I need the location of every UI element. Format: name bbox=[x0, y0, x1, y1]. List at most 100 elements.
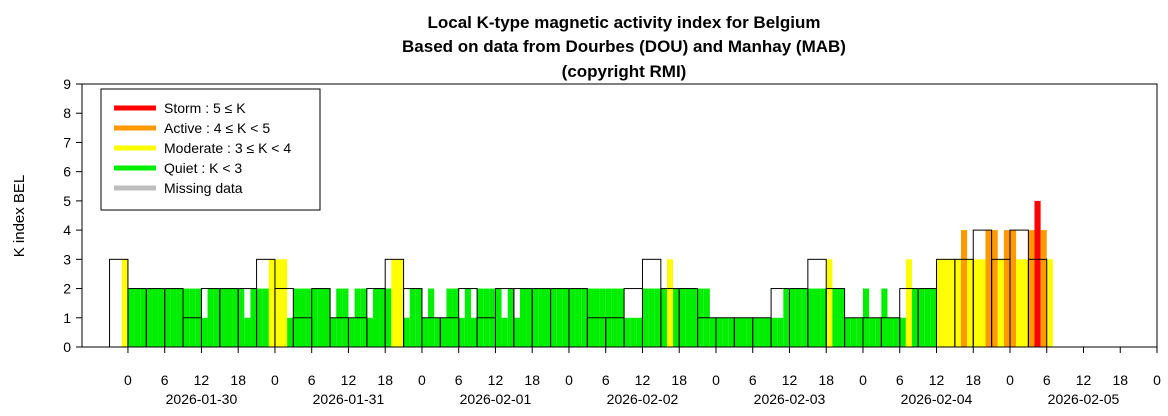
k-bar-1h bbox=[372, 288, 380, 347]
k-bar-1h bbox=[838, 288, 845, 347]
k-bar-1h bbox=[930, 288, 937, 347]
k-bar-1h bbox=[134, 288, 141, 347]
k-bar-1h bbox=[985, 230, 992, 347]
k-bar-1h bbox=[201, 317, 208, 347]
k-bar-1h bbox=[556, 288, 563, 347]
k-bar-1h bbox=[391, 259, 398, 347]
k-bar-1h bbox=[440, 317, 447, 347]
k-bar-1h bbox=[287, 317, 294, 347]
k-bar-1h bbox=[507, 288, 514, 347]
k-bar-1h bbox=[519, 288, 527, 347]
legend-label: Storm : 5 ≤ K bbox=[164, 100, 246, 116]
k-bar-1h bbox=[924, 288, 931, 347]
k-bar-1h bbox=[268, 259, 275, 347]
x-tick-label: 18 bbox=[671, 372, 687, 388]
y-tick-label: 6 bbox=[63, 164, 71, 180]
k-bar-1h bbox=[911, 288, 919, 347]
x-tick-label: 12 bbox=[929, 372, 945, 388]
k-bar-1h bbox=[813, 288, 821, 347]
legend-label: Active : 4 ≤ K < 5 bbox=[164, 120, 270, 136]
k-bar-1h bbox=[385, 288, 392, 347]
k-bar-1h bbox=[1022, 259, 1029, 347]
k-bar-1h bbox=[801, 288, 808, 347]
k-bar-1h bbox=[323, 288, 331, 347]
k-bar-1h bbox=[238, 288, 245, 347]
k-bar-1h bbox=[311, 288, 318, 347]
k-bar-1h bbox=[146, 288, 153, 347]
k-bar-1h bbox=[256, 288, 263, 347]
k-bar-1h bbox=[850, 317, 857, 347]
x-date-label: 2026-02-04 bbox=[901, 391, 973, 407]
k-bar-1h bbox=[624, 317, 631, 347]
k-bar-1h bbox=[213, 288, 220, 347]
k-bar-1h bbox=[550, 288, 557, 347]
x-date-label: 2026-02-02 bbox=[607, 391, 679, 407]
chart-title-line-3: (copyright RMI) bbox=[562, 62, 687, 81]
k-bar-1h bbox=[562, 288, 569, 347]
k-bar-1h bbox=[330, 317, 337, 347]
k-bar-1h bbox=[893, 317, 900, 347]
x-tick-label: 0 bbox=[565, 372, 573, 388]
k-bar-1h bbox=[1009, 230, 1017, 347]
k-bar-1h bbox=[746, 317, 753, 347]
k-bar-1h bbox=[740, 317, 747, 347]
k-bar-1h bbox=[526, 288, 533, 347]
k-bar-1h bbox=[501, 317, 508, 347]
k-bar-1h bbox=[795, 288, 802, 347]
x-tick-label: 12 bbox=[782, 372, 798, 388]
k-bar-1h bbox=[262, 288, 269, 347]
k-bar-1h bbox=[127, 288, 135, 347]
x-tick-label: 18 bbox=[524, 372, 540, 388]
x-tick-label: 18 bbox=[965, 372, 981, 388]
k-bar-1h bbox=[403, 317, 410, 347]
k-bar-1h bbox=[121, 259, 128, 347]
x-tick-label: 6 bbox=[602, 372, 610, 388]
x-date-label: 2026-02-01 bbox=[460, 391, 532, 407]
x-date-label: 2026-02-03 bbox=[754, 391, 826, 407]
k-bar-1h bbox=[942, 259, 949, 347]
k-bar-1h bbox=[722, 317, 729, 347]
k-bar-1h bbox=[691, 288, 698, 347]
x-tick-label: 12 bbox=[1076, 372, 1092, 388]
k-bar-1h bbox=[1016, 259, 1023, 347]
k-bar-1h bbox=[366, 317, 373, 347]
k-bar-1h bbox=[673, 288, 680, 347]
k-bar-1h bbox=[281, 259, 288, 347]
x-tick-label: 12 bbox=[635, 372, 651, 388]
x-tick-label: 6 bbox=[161, 372, 169, 388]
k-bar-1h bbox=[244, 317, 251, 347]
k-bar-1h bbox=[415, 288, 422, 347]
k-bar-1h bbox=[225, 288, 233, 347]
x-date-label: 2026-02-05 bbox=[1048, 391, 1120, 407]
x-tick-label: 6 bbox=[1043, 372, 1051, 388]
legend: Storm : 5 ≤ K Active : 4 ≤ K < 5 Moderate … bbox=[100, 88, 321, 211]
k-bar-1h bbox=[826, 259, 833, 347]
k-bar-1h bbox=[807, 288, 814, 347]
y-tick-label: 5 bbox=[63, 193, 71, 209]
legend-label: Missing data bbox=[164, 180, 243, 196]
x-tick-label: 0 bbox=[859, 372, 867, 388]
x-tick-label: 0 bbox=[712, 372, 720, 388]
k-bar-1h bbox=[820, 288, 827, 347]
k-bar-1h bbox=[207, 288, 214, 347]
y-tick-label: 7 bbox=[63, 134, 71, 150]
k-bar-1h bbox=[176, 288, 184, 347]
k-bar-1h bbox=[274, 259, 282, 347]
x-tick-label: 0 bbox=[1006, 372, 1014, 388]
y-tick-label: 8 bbox=[63, 105, 71, 121]
k-bar-1h bbox=[532, 288, 539, 347]
x-tick-label: 12 bbox=[194, 372, 210, 388]
x-tick-label: 12 bbox=[341, 372, 357, 388]
k-bar-1h bbox=[771, 317, 778, 347]
k-bar-1h bbox=[434, 317, 441, 347]
x-tick-label: 6 bbox=[749, 372, 757, 388]
k-bar-1h bbox=[642, 288, 649, 347]
k-bar-1h bbox=[1003, 230, 1010, 347]
k-bar-1h bbox=[164, 288, 171, 347]
k-bar-1h bbox=[1046, 259, 1053, 347]
x-tick-label: 0 bbox=[271, 372, 279, 388]
k-bar-1h bbox=[856, 317, 863, 347]
k-bar-1h bbox=[979, 259, 986, 347]
k-bar-1h bbox=[679, 288, 686, 347]
